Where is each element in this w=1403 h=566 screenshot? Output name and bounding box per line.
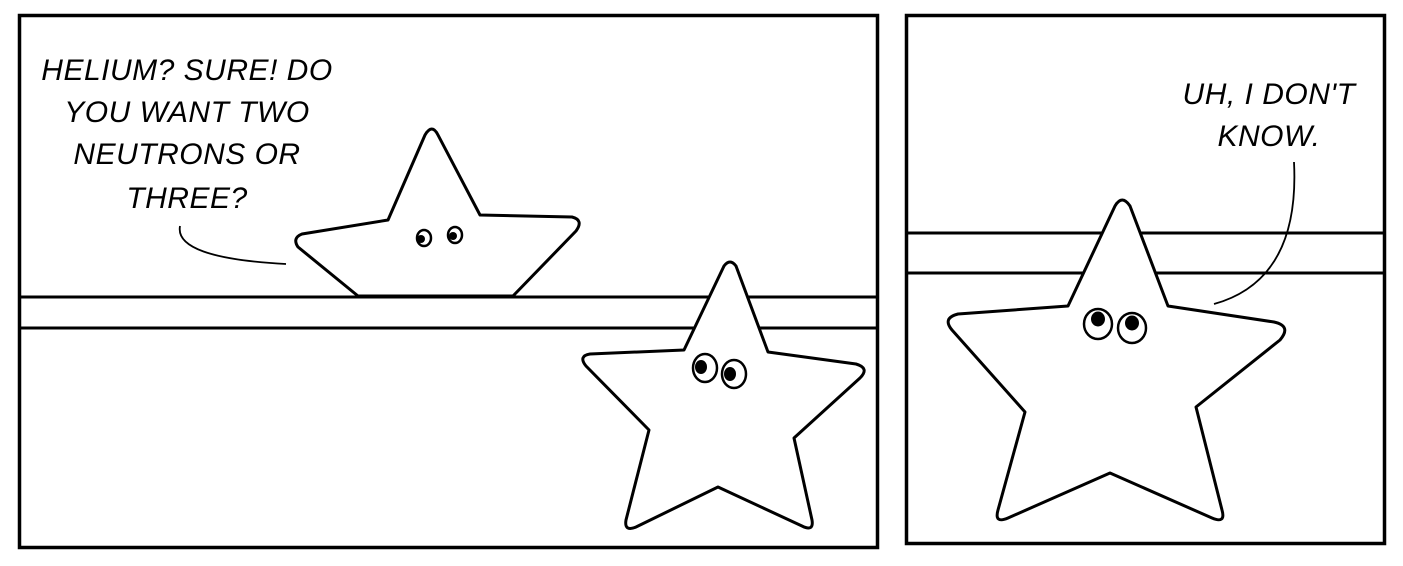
panel-1-speech-line-2: YOU WANT TWO	[64, 96, 309, 129]
star-listener	[581, 260, 866, 530]
panel-2-speech-tail	[1213, 161, 1296, 305]
panel-1: HELIUM? SURE! DO YOU WANT TWO NEUTRONS O…	[17, 13, 880, 550]
star-listener-closeup	[946, 198, 1287, 522]
star-closeup-eyes	[1082, 307, 1148, 345]
star-listener-eyes	[691, 352, 748, 390]
panel-1-speech-line-3: NEUTRONS OR	[73, 138, 300, 171]
panel-1-speech-line-4: THREE?	[126, 182, 247, 215]
panel-1-speech-line-1: HELIUM? SURE! DO	[41, 54, 332, 87]
panel-2: UH, I DON'T KNOW.	[904, 13, 1387, 546]
star-speaker	[294, 127, 581, 298]
star-speaker-eyes	[415, 225, 464, 248]
panel-2-speech-line-2: KNOW.	[1217, 120, 1320, 153]
star-speaker-body	[294, 127, 581, 298]
star-closeup-body	[946, 198, 1287, 522]
panel-1-speech-tail	[178, 225, 287, 265]
star-listener-body	[581, 260, 866, 530]
panel-2-speech: UH, I DON'T KNOW.	[1183, 78, 1358, 305]
panel-1-speech: HELIUM? SURE! DO YOU WANT TWO NEUTRONS O…	[41, 54, 332, 265]
panel-2-speech-line-1: UH, I DON'T	[1183, 78, 1358, 111]
